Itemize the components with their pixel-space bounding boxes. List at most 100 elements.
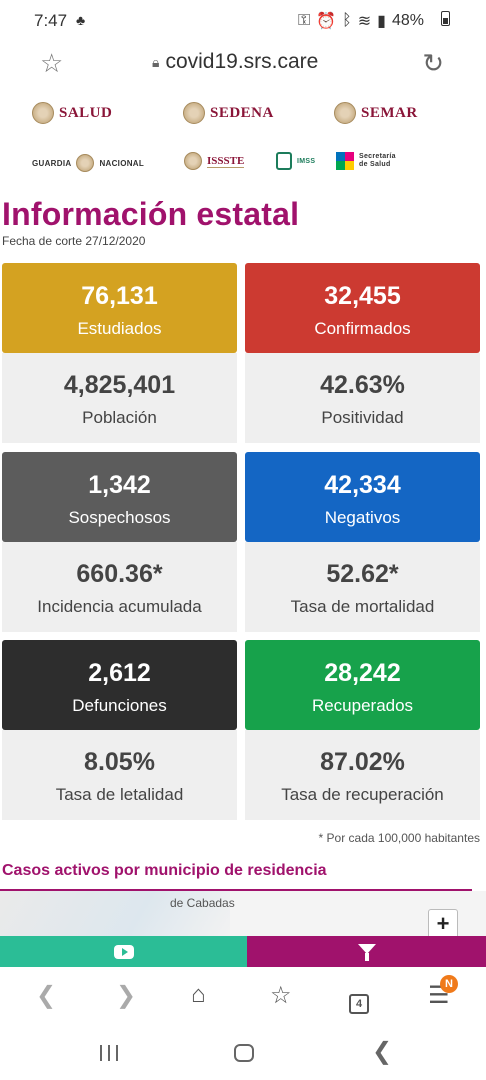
tabs-count: 4 (349, 994, 369, 1014)
bluetooth-icon: ᛒ (342, 12, 352, 29)
seal-icon (334, 102, 356, 124)
defunciones-value: 2,612 (88, 659, 151, 687)
seal-icon (76, 154, 95, 172)
address-bar: ☆ 🔒︎ covid19.srs.care ↻ (0, 40, 486, 88)
tabs-button[interactable]: 4 (349, 986, 369, 1014)
signal-icon: ▮ (377, 13, 386, 30)
logo-salud: SALUD (32, 102, 112, 124)
recuperados-value: 28,242 (324, 659, 401, 687)
video-tab[interactable] (0, 936, 247, 967)
browser-toolbar: ❮ ❯ ⌂ ☆ 4 ☰ N (0, 967, 486, 1027)
status-icons: ⚿ ⏰ ᛒ ≋ ▮ 48% (298, 11, 424, 31)
menu-icon[interactable]: ☰ N (428, 975, 458, 1010)
sospechosos-value: 1,342 (88, 471, 151, 499)
seal-icon (183, 102, 205, 124)
logo-secretaria-salud: Secretaría de Salud (336, 152, 401, 170)
card-defunciones-top: 2,612 Defunciones (2, 640, 237, 730)
home-icon[interactable]: ⌂ (191, 981, 206, 1008)
poblacion-value: 4,825,401 (63, 371, 176, 399)
map-place-label: de Cabadas (170, 896, 235, 910)
logos-row-2: GUARDIA NACIONAL ISSSTE IMSS Secretaría … (0, 150, 486, 180)
reload-icon[interactable]: ↻ (422, 48, 444, 78)
wifi-icon: ≋ (357, 13, 372, 30)
secretaria-icon (336, 152, 354, 170)
card-confirmados: 32,455 Confirmados 42.63% Positividad (245, 263, 480, 443)
map-divider (0, 889, 472, 891)
url-field[interactable]: 🔒︎ covid19.srs.care (152, 50, 318, 74)
seal-icon (184, 152, 202, 170)
poblacion-label: Población (82, 408, 157, 427)
key-icon: ⚿ (298, 12, 311, 29)
confirmados-label: Confirmados (314, 319, 411, 338)
card-positividad: 42.63% Positividad (245, 353, 480, 443)
page-title: Información estatal (2, 196, 300, 232)
cut-date: Fecha de corte 27/12/2020 (2, 234, 146, 248)
footnote: * Por cada 100,000 habitantes (318, 831, 480, 845)
card-mortalidad: 52.62* Tasa de mortalidad (245, 542, 480, 632)
card-recuperacion: 87.02% Tasa de recuperación (245, 730, 480, 820)
letalidad-value: 8.05% (84, 748, 155, 776)
logo-nacional-text: NACIONAL (99, 158, 145, 168)
logo-semar-text: SEMAR (361, 104, 418, 121)
lock-icon: 🔒︎ (152, 53, 160, 70)
home-button-icon[interactable] (234, 1044, 254, 1062)
recent-apps-icon[interactable] (100, 1045, 118, 1061)
card-defunciones: 2,612 Defunciones 8.05% Tasa de letalida… (2, 640, 237, 820)
filter-icon (357, 944, 376, 961)
card-recuperados: 28,242 Recuperados 87.02% Tasa de recupe… (245, 640, 480, 820)
logo-guardia-text: GUARDIA (32, 158, 72, 168)
logo-salud-text: SALUD (59, 104, 113, 121)
youtube-icon (113, 945, 134, 959)
forward-icon[interactable]: ❯ (116, 982, 137, 1009)
letalidad-label: Tasa de letalidad (55, 785, 184, 804)
positividad-label: Positividad (321, 408, 404, 427)
recuperacion-label: Tasa de recuperación (281, 785, 444, 804)
seal-icon (32, 102, 54, 124)
logo-sedena: SEDENA (183, 102, 274, 124)
map-region (0, 891, 230, 936)
bottom-tabs (0, 936, 486, 967)
status-time: 7:47 (34, 11, 68, 30)
alarm-icon: ⏰ (316, 13, 337, 30)
card-sospechosos: 1,342 Sospechosos 660.36* Incidencia acu… (2, 452, 237, 632)
map[interactable]: de Cabadas + (0, 891, 486, 936)
logo-secretaria-text: Secretaría de Salud (359, 153, 396, 168)
recuperados-label: Recuperados (311, 696, 414, 715)
incidencia-value: 660.36* (76, 560, 163, 588)
status-bar: 7:47 ♣ ⚿ ⏰ ᛒ ≋ ▮ 48% (0, 0, 486, 40)
logo-imss: IMSS (276, 152, 315, 170)
sospechosos-label: Sospechosos (68, 508, 171, 527)
card-letalidad: 8.05% Tasa de letalidad (2, 730, 237, 820)
bookmarks-icon[interactable]: ☆ (270, 982, 292, 1009)
menu-badge: N (440, 975, 458, 993)
logo-sedena-text: SEDENA (210, 104, 274, 121)
zoom-in-button[interactable]: + (428, 909, 458, 936)
defunciones-label: Defunciones (72, 696, 167, 715)
card-sospechosos-top: 1,342 Sospechosos (2, 452, 237, 542)
card-negativos-top: 42,334 Negativos (245, 452, 480, 542)
recuperacion-value: 87.02% (320, 748, 405, 776)
card-poblacion: 4,825,401 Población (2, 353, 237, 443)
card-recuperados-top: 28,242 Recuperados (245, 640, 480, 730)
map-heading: Casos activos por municipio de residenci… (2, 862, 327, 879)
system-nav-bar: ❮ (0, 1027, 486, 1080)
back-nav-icon[interactable]: ❮ (372, 1038, 393, 1065)
imss-icon (276, 152, 292, 170)
card-confirmados-top: 32,455 Confirmados (245, 263, 480, 353)
logo-guardia-nacional: GUARDIA NACIONAL (32, 154, 144, 172)
logos-row-1: SALUD SEDENA SEMAR (0, 100, 486, 130)
filter-tab[interactable] (247, 936, 486, 967)
card-estudiados: 76,131 Estudiados 4,825,401 Población (2, 263, 237, 443)
logo-issste-text: ISSSTE (207, 154, 245, 168)
logo-semar: SEMAR (334, 102, 418, 124)
incidencia-label: Incidencia acumulada (37, 597, 202, 616)
bookmark-star-icon[interactable]: ☆ (40, 48, 64, 78)
estudiados-label: Estudiados (77, 319, 162, 338)
back-icon[interactable]: ❮ (36, 982, 57, 1009)
negativos-value: 42,334 (324, 471, 401, 499)
person-icon: ♣ (76, 12, 86, 28)
card-incidencia: 660.36* Incidencia acumulada (2, 542, 237, 632)
battery-level: 48% (391, 12, 424, 29)
mortalidad-label: Tasa de mortalidad (290, 597, 435, 616)
negativos-label: Negativos (324, 508, 401, 527)
